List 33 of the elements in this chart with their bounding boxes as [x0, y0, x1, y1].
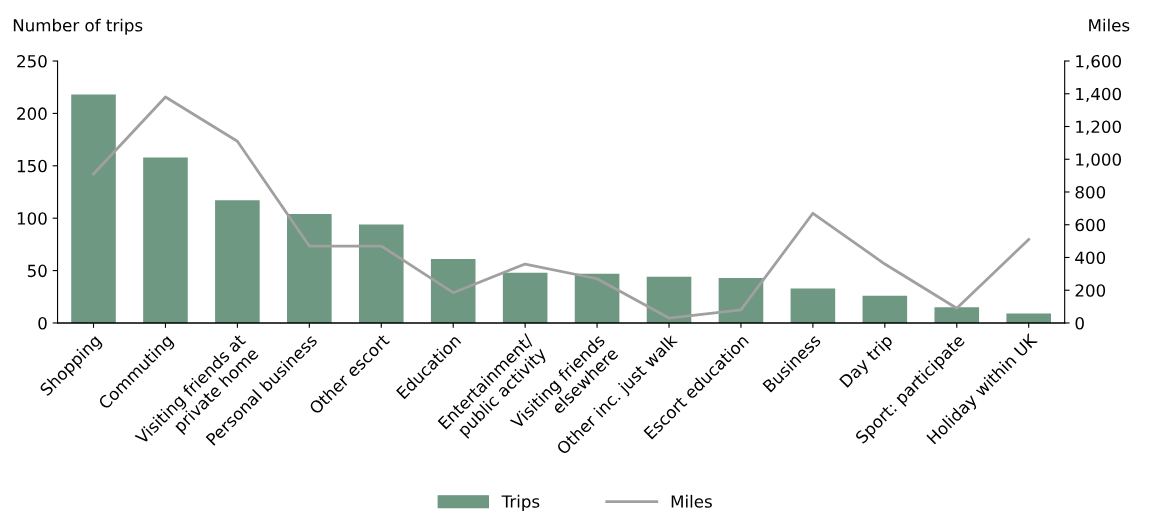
y2-tick-label: 1,200 [1076, 120, 1121, 135]
y-tick-label: 200 [17, 107, 47, 120]
bar [502, 272, 548, 323]
y-tick-label: 50 [27, 264, 47, 278]
legend-label: Trips [501, 494, 540, 511]
x-tick-label: Day trip [838, 333, 896, 391]
y2-axis-title: Miles [1089, 18, 1130, 32]
y-tick-label: 0 [38, 316, 47, 330]
bar [862, 295, 908, 323]
y2-tick-label: 800 [1075, 185, 1106, 199]
y2-tick-label: 1,400 [1076, 87, 1121, 103]
y2-tick-label: 200 [1075, 284, 1106, 297]
bar [790, 288, 836, 323]
y-tick-label: 100 [17, 212, 47, 225]
bar [934, 307, 980, 323]
y-axis-title: Number of trips [13, 18, 143, 35]
line-series [92, 95, 1031, 320]
y-tick-label: 250 [17, 54, 47, 68]
y2-tick-label: 600 [1075, 218, 1106, 232]
bar [574, 273, 620, 323]
bar [646, 276, 692, 323]
bar [430, 259, 476, 323]
y2-tick-label: 0 [1075, 316, 1084, 330]
y2-tick-label: 1,600 [1076, 54, 1121, 70]
bar [358, 224, 404, 323]
y2-tick-label: 400 [1075, 251, 1106, 265]
bar [215, 200, 260, 323]
y2-tick-label: 1,000 [1076, 153, 1121, 168]
y-tick-label: 150 [17, 159, 47, 173]
bar [287, 213, 332, 323]
legend-label: Miles [671, 494, 712, 508]
bar [71, 94, 116, 323]
bar [143, 157, 188, 323]
